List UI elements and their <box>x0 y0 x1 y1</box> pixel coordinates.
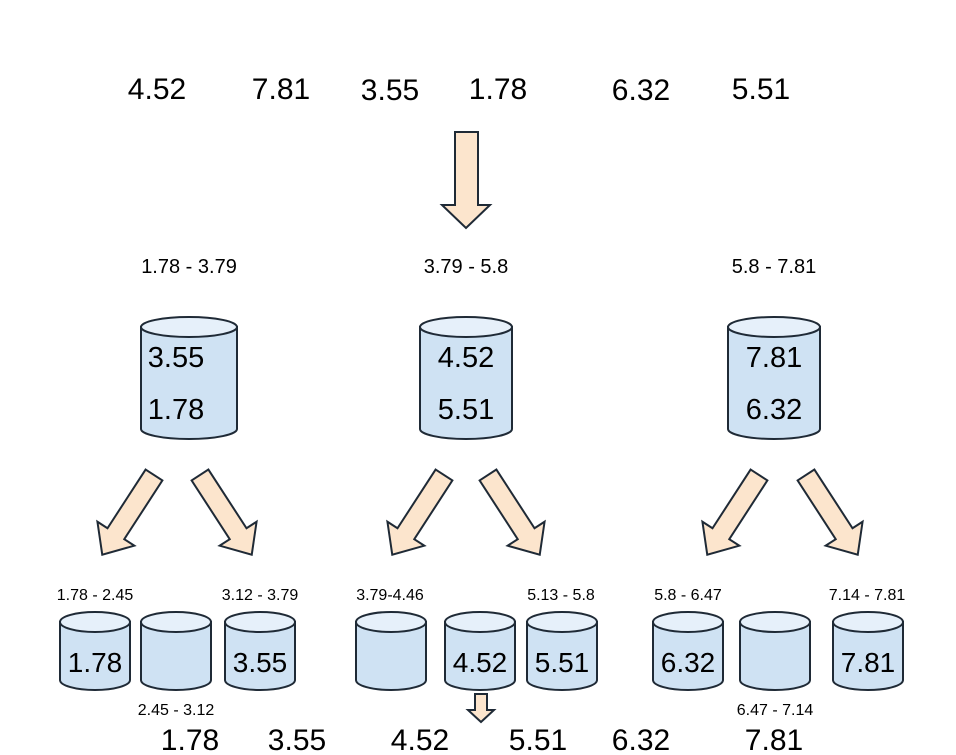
output-number: 5.51 <box>509 724 567 755</box>
down-right-arrow-icon <box>190 468 258 556</box>
sub-bucket-value: 1.78 <box>68 647 123 678</box>
down-left-arrow-icon <box>386 468 454 556</box>
sub-bucket-range-label: 3.79-4.46 <box>356 587 424 604</box>
sub-bucket-8 <box>739 611 811 691</box>
sub-bucket-range-label: 5.8 - 6.47 <box>654 587 722 604</box>
output-number: 6.32 <box>612 724 670 755</box>
input-number: 4.52 <box>128 73 186 106</box>
down-arrow-icon <box>439 131 493 230</box>
sub-bucket-value: 3.55 <box>233 647 288 678</box>
sub-bucket-value: 7.81 <box>841 647 896 678</box>
output-row: 1.78 3.55 4.52 5.51 6.32 7.81 <box>161 724 803 755</box>
sub-bucket-7: 6.32 <box>652 611 724 691</box>
sub-bucket-4 <box>355 611 427 691</box>
down-left-arrow-icon <box>96 468 164 556</box>
sub-bucket-1: 1.78 <box>59 611 131 691</box>
sub-bucket-value: 5.51 <box>535 647 590 678</box>
bucket-value: 5.51 <box>438 394 494 426</box>
split-arrows <box>96 468 864 556</box>
down-left-arrow-icon <box>701 468 769 556</box>
bucket-value: 1.78 <box>148 394 204 426</box>
bucket-value: 6.32 <box>746 394 802 426</box>
input-number: 1.78 <box>469 73 527 106</box>
sub-bucket-range-label: 7.14 - 7.81 <box>829 587 906 604</box>
small-down-arrow-icon <box>465 693 497 724</box>
input-number: 3.55 <box>361 74 419 107</box>
output-number: 4.52 <box>391 724 449 755</box>
sub-bucket-3: 3.55 <box>224 611 296 691</box>
bucket-3: 7.81 6.32 <box>727 316 821 440</box>
input-number: 6.32 <box>612 74 670 107</box>
sub-bucket-range-label: 1.78 - 2.45 <box>57 587 134 604</box>
sub-bucket-range-label: 6.47 - 7.14 <box>737 702 814 719</box>
sub-bucket-range-label: 3.12 - 3.79 <box>222 587 299 604</box>
bucket-2: 4.52 5.51 <box>419 316 513 440</box>
sub-bucket-value: 4.52 <box>453 647 508 678</box>
output-number: 3.55 <box>268 724 326 755</box>
sub-bucket-9: 7.81 <box>832 611 904 691</box>
sub-bucket-value: 6.32 <box>661 647 716 678</box>
input-number: 5.51 <box>732 73 790 106</box>
input-row: 4.52 7.81 3.55 1.78 6.32 5.51 <box>128 73 790 107</box>
bucket-value: 7.81 <box>746 342 802 374</box>
sub-bucket-range-label: 5.13 - 5.8 <box>527 587 595 604</box>
sub-bucket-range-label: 2.45 - 3.12 <box>138 702 215 719</box>
sub-bucket-6: 5.51 <box>526 611 598 691</box>
sub-bucket-5: 4.52 <box>444 611 516 691</box>
sub-bucket-2 <box>140 611 212 691</box>
input-number: 7.81 <box>252 73 310 106</box>
output-number: 1.78 <box>161 724 219 755</box>
bucket-range-label: 1.78 - 3.79 <box>141 256 237 278</box>
bucket-value: 4.52 <box>438 342 494 374</box>
down-right-arrow-icon <box>796 468 864 556</box>
bucket-1: 3.55 1.78 <box>140 316 238 440</box>
bucket-range-label: 5.8 - 7.81 <box>732 256 817 278</box>
sub-bucket-labels: 1.78 - 2.45 2.45 - 3.12 3.12 - 3.79 3.79… <box>57 587 906 719</box>
output-number: 7.81 <box>745 724 803 755</box>
bucket-value: 3.55 <box>148 342 204 374</box>
down-right-arrow-icon <box>478 468 546 556</box>
bucket-range-label: 3.79 - 5.8 <box>424 256 509 278</box>
